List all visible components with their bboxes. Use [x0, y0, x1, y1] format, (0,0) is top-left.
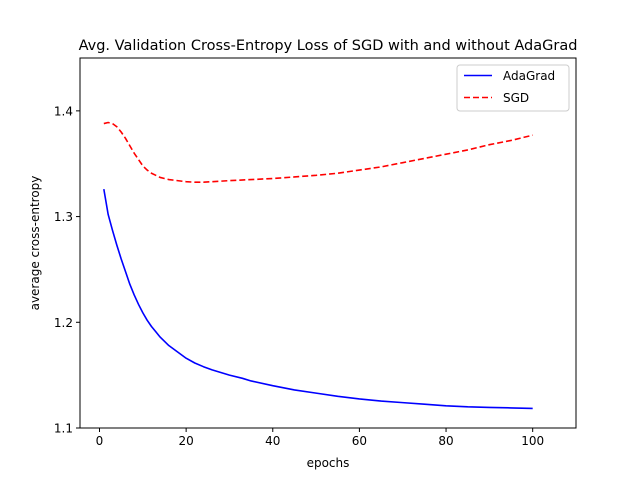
x-tick-label: 80	[438, 434, 453, 448]
y-tick-label: 1.2	[54, 316, 73, 330]
x-axis-label: epochs	[307, 456, 350, 470]
y-tick-label: 1.4	[54, 104, 73, 118]
y-tick-label: 1.3	[54, 210, 73, 224]
x-tick-label: 20	[178, 434, 193, 448]
x-tick-label: 100	[521, 434, 544, 448]
legend-label-sgd: SGD	[503, 91, 529, 105]
series-line-adagrad	[103, 188, 533, 410]
x-tick-label: 0	[96, 434, 104, 448]
chart-title: Avg. Validation Cross-Entropy Loss of SG…	[79, 38, 578, 54]
legend-box	[456, 64, 570, 112]
x-tick-label: 40	[265, 434, 280, 448]
y-tick-label: 1.1	[54, 422, 73, 436]
legend: AdaGrad SGD	[456, 64, 570, 112]
legend-label-adagrad: AdaGrad	[503, 69, 555, 83]
axis-ticks: 0 20 40 60 80 100 1.1 1.2 1.3 1.4	[54, 104, 544, 448]
y-axis-label: average cross-entropy	[28, 176, 42, 311]
series-line-sgd	[103, 121, 533, 184]
x-tick-label: 60	[352, 434, 367, 448]
series-layer	[103, 121, 533, 410]
plot-frame	[79, 57, 577, 429]
